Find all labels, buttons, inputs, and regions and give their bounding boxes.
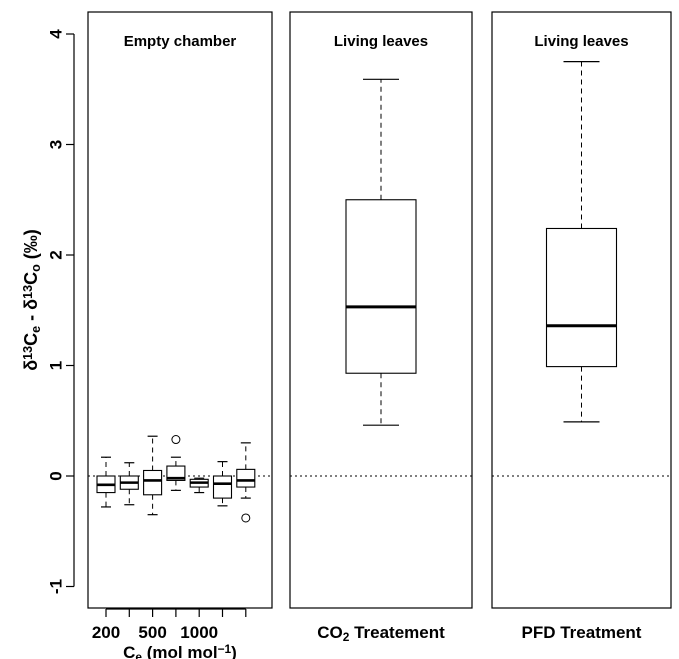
box-1 (96, 456, 116, 508)
box-iqr (143, 469, 163, 496)
box-iqr (166, 465, 186, 481)
panel-x-axis-title: PFD Treatment (522, 623, 642, 642)
y-tick-label: 0 (47, 471, 66, 480)
box-iqr (345, 199, 417, 374)
label-part: ) (231, 643, 237, 659)
y-tick-label: -1 (47, 579, 66, 594)
label-part: 2 (343, 630, 350, 644)
y-tick-label: 2 (47, 250, 66, 259)
panel-x-axis-title: CO2 Treatement (317, 623, 445, 644)
box-6 (212, 461, 233, 507)
y-tick-label: 1 (47, 361, 66, 370)
label-part: 13 (21, 285, 35, 299)
box-3 (143, 435, 163, 516)
box-7 (236, 442, 256, 523)
label-part: e (135, 650, 142, 659)
x-tick-label: 200 (92, 623, 120, 642)
label-part: o (29, 264, 43, 272)
panel-2: Living leaves CO2 Treatement (289, 11, 473, 644)
label-part: C (21, 272, 41, 285)
label-part: (‰) (21, 229, 41, 264)
panel-title: Living leaves (334, 33, 428, 50)
label-part: Treatement (349, 623, 445, 642)
box-4 (166, 435, 186, 491)
panel-title: Living leaves (534, 33, 628, 50)
y-axis-title: δ13Ce - δ13Co (‰) (21, 229, 43, 371)
box-iqr (212, 475, 233, 499)
label-part: PFD Treatment (522, 623, 642, 642)
box-iqr (545, 227, 618, 368)
label-part: - δ (21, 299, 41, 326)
label-part: C (21, 333, 41, 346)
label-part: 13 (21, 346, 35, 360)
box-5 (189, 477, 209, 494)
panel-frame (87, 11, 273, 609)
box-1 (545, 61, 618, 423)
panel-frame (289, 11, 473, 609)
label-part: e (29, 326, 43, 333)
box-1 (345, 78, 417, 426)
y-tick-label: 3 (47, 140, 66, 149)
x-tick-label: 500 (138, 623, 166, 642)
label-part: (mol mol (142, 643, 218, 659)
panel-frame (491, 11, 672, 609)
label-part: C (123, 643, 135, 659)
box-2 (119, 462, 139, 506)
panel-title: Empty chamber (124, 33, 237, 50)
outlier-point (171, 435, 181, 445)
label-part: −1 (218, 642, 232, 656)
x-tick-label: 1000 (180, 623, 218, 642)
label-part: δ (21, 360, 41, 371)
panel-x-axis-title: Ce (mol mol−1) (123, 642, 237, 659)
outlier-point (241, 513, 251, 523)
panel-3: Living leaves PFD Treatment (491, 11, 672, 642)
label-part: CO (317, 623, 343, 642)
y-tick-label: 4 (47, 29, 66, 39)
box-iqr (236, 468, 256, 488)
